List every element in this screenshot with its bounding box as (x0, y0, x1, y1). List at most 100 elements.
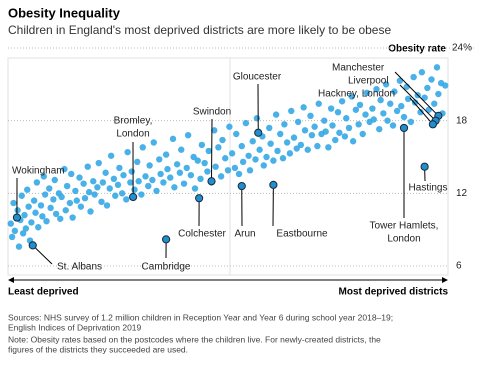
point (8, 233, 16, 241)
point (332, 136, 339, 144)
point (228, 150, 236, 157)
highlight-point (399, 123, 409, 133)
point (384, 117, 391, 124)
point (336, 129, 343, 136)
point (33, 179, 41, 186)
point (205, 147, 212, 155)
point (266, 124, 273, 132)
annotation: London (387, 234, 420, 245)
point (150, 139, 157, 146)
point (283, 139, 291, 146)
point (149, 176, 156, 184)
annotation: Tower Hamlets, (370, 221, 439, 232)
point (118, 190, 126, 197)
point (110, 175, 118, 182)
point (40, 173, 47, 180)
annotation: Hackney, London (318, 89, 395, 100)
point (267, 140, 274, 147)
highlight-point (237, 181, 246, 191)
point (153, 187, 160, 195)
point (94, 184, 101, 191)
point (377, 96, 384, 104)
point (274, 147, 281, 155)
point (61, 165, 68, 173)
point (107, 152, 115, 159)
point (145, 182, 152, 190)
annotation: Colchester (178, 229, 226, 240)
point (211, 127, 218, 134)
point (66, 199, 74, 207)
point (18, 192, 25, 199)
x-end-label: Most deprived districts (339, 287, 449, 298)
point (46, 185, 53, 192)
point (98, 198, 105, 206)
point (263, 153, 270, 161)
point (327, 105, 335, 112)
point (431, 100, 438, 107)
annotation: Wokingham (12, 166, 65, 177)
point (176, 169, 184, 176)
point (162, 151, 170, 158)
point (187, 171, 195, 179)
point (84, 163, 91, 170)
point (52, 210, 60, 218)
point (253, 115, 261, 122)
point (25, 203, 32, 210)
point (112, 192, 119, 199)
point (308, 132, 316, 139)
point (349, 138, 357, 145)
point (90, 178, 97, 185)
point (277, 130, 284, 138)
annotation: Swindon (193, 107, 231, 118)
point (345, 124, 353, 132)
point (173, 161, 181, 168)
point (116, 164, 123, 172)
point (95, 159, 102, 167)
point (389, 122, 397, 129)
point (103, 202, 111, 209)
point (47, 204, 54, 212)
point (260, 162, 267, 169)
highlight-point (195, 194, 204, 203)
leader-line (399, 84, 436, 122)
point (418, 69, 426, 76)
point (73, 197, 80, 204)
point (242, 119, 250, 127)
point (146, 162, 153, 169)
point (178, 146, 185, 153)
point (279, 155, 287, 162)
point (69, 214, 76, 221)
point (204, 168, 211, 175)
point (180, 180, 188, 187)
annotation: Manchester (332, 63, 385, 74)
point (19, 230, 27, 237)
point (256, 146, 263, 153)
point (28, 219, 35, 226)
point (421, 94, 428, 101)
point (22, 225, 30, 232)
leader-line (409, 97, 434, 125)
point (359, 130, 366, 138)
point (10, 199, 17, 207)
point (387, 100, 394, 107)
point (270, 157, 277, 164)
leader-line (211, 118, 213, 182)
point (410, 73, 417, 81)
point (102, 169, 109, 176)
x-start-label: Least deprived (8, 287, 79, 298)
point (428, 76, 435, 83)
point (127, 179, 134, 186)
point (281, 121, 288, 128)
note: Sources: NHS survey of 1.2 million child… (8, 312, 393, 322)
point (183, 164, 190, 172)
point (184, 132, 192, 139)
point (329, 122, 336, 129)
y-tick-label: 18 (456, 115, 468, 126)
point (91, 191, 98, 198)
point (294, 118, 302, 126)
point (411, 99, 419, 106)
point (301, 127, 309, 134)
annotation: Liverpool (348, 76, 389, 87)
point (39, 213, 46, 220)
point (398, 102, 405, 110)
